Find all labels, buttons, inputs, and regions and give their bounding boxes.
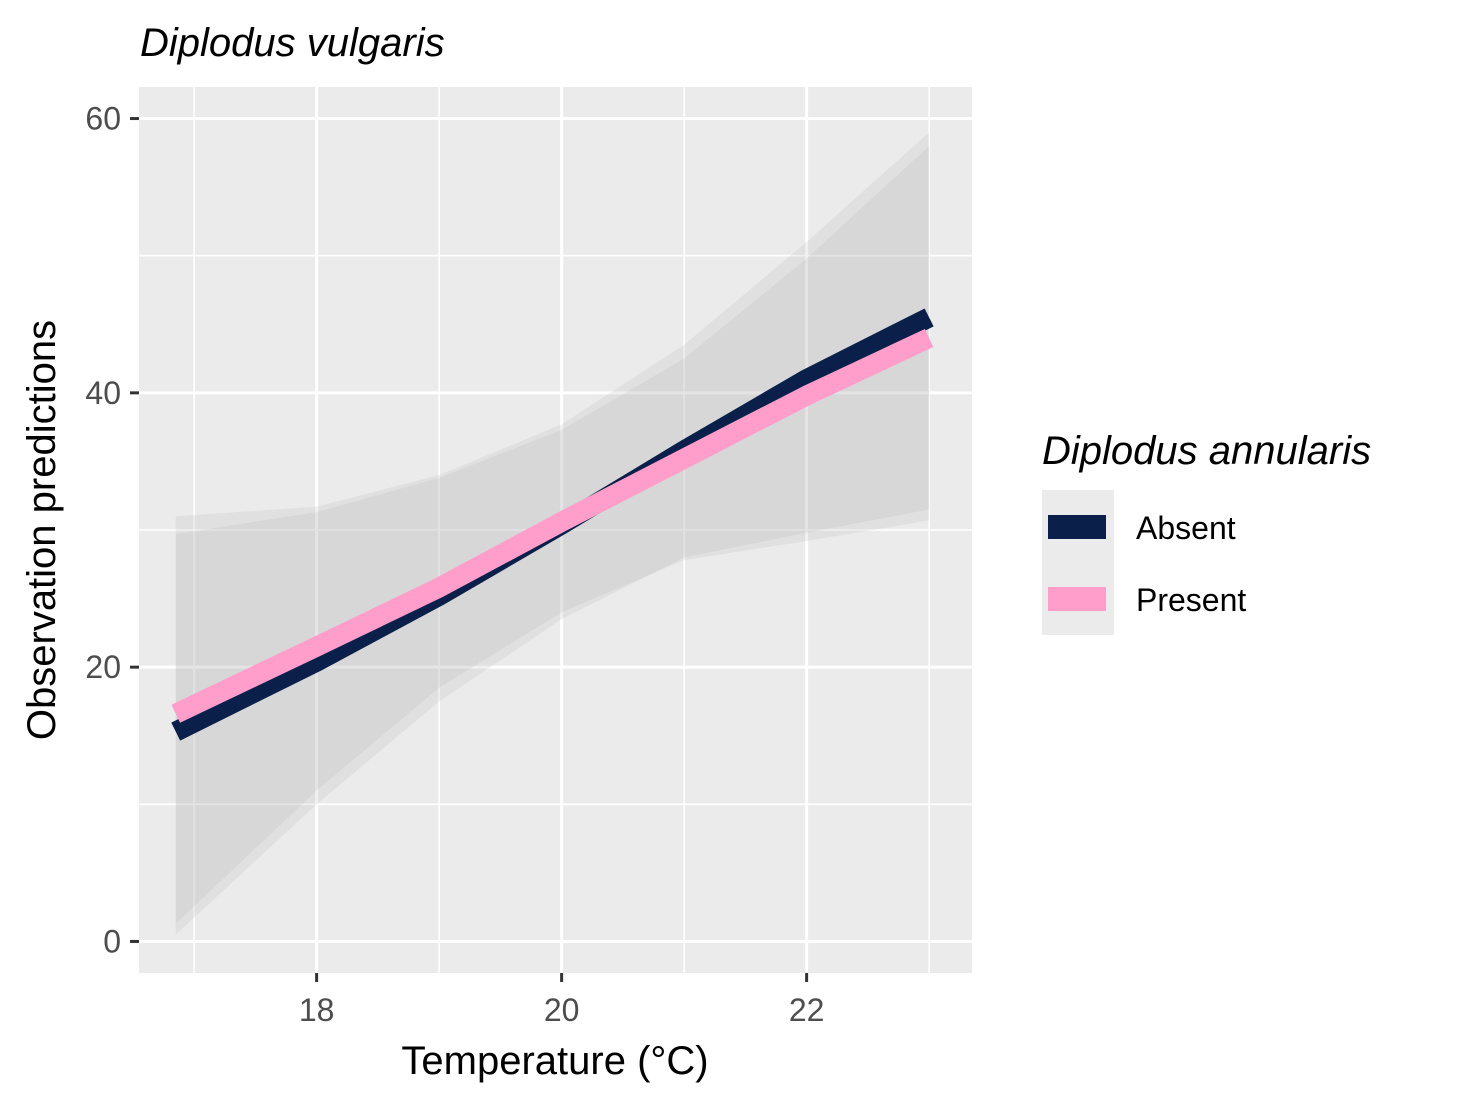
major-grid xyxy=(139,87,972,973)
series-line-present xyxy=(171,328,934,723)
legend-label-present: Present xyxy=(1136,582,1246,618)
legend-key-absent xyxy=(1048,515,1106,539)
y-tick-label: 60 xyxy=(85,101,121,137)
x-axis: 18 20 22 xyxy=(299,973,825,1028)
x-tick-label: 20 xyxy=(544,992,580,1028)
legend-label-absent: Absent xyxy=(1136,510,1236,546)
legend: Diplodus annularis Absent Present xyxy=(1042,429,1371,635)
y-tick-label: 40 xyxy=(85,375,121,411)
y-axis: 0 20 40 60 xyxy=(85,101,139,959)
series-lines xyxy=(171,308,934,741)
legend-items: Absent Present xyxy=(1048,510,1246,618)
x-axis-title: Temperature (°C) xyxy=(401,1039,708,1083)
chart-title: Diplodus vulgaris xyxy=(140,21,445,65)
legend-key-background xyxy=(1042,490,1114,635)
legend-key-present xyxy=(1048,587,1106,611)
x-tick-label: 22 xyxy=(789,992,825,1028)
y-tick-label: 20 xyxy=(85,649,121,685)
y-axis-title: Observation predictions xyxy=(20,320,64,740)
y-tick-label: 0 xyxy=(103,923,121,959)
x-tick-label: 18 xyxy=(299,992,335,1028)
legend-title: Diplodus annularis xyxy=(1042,429,1371,473)
